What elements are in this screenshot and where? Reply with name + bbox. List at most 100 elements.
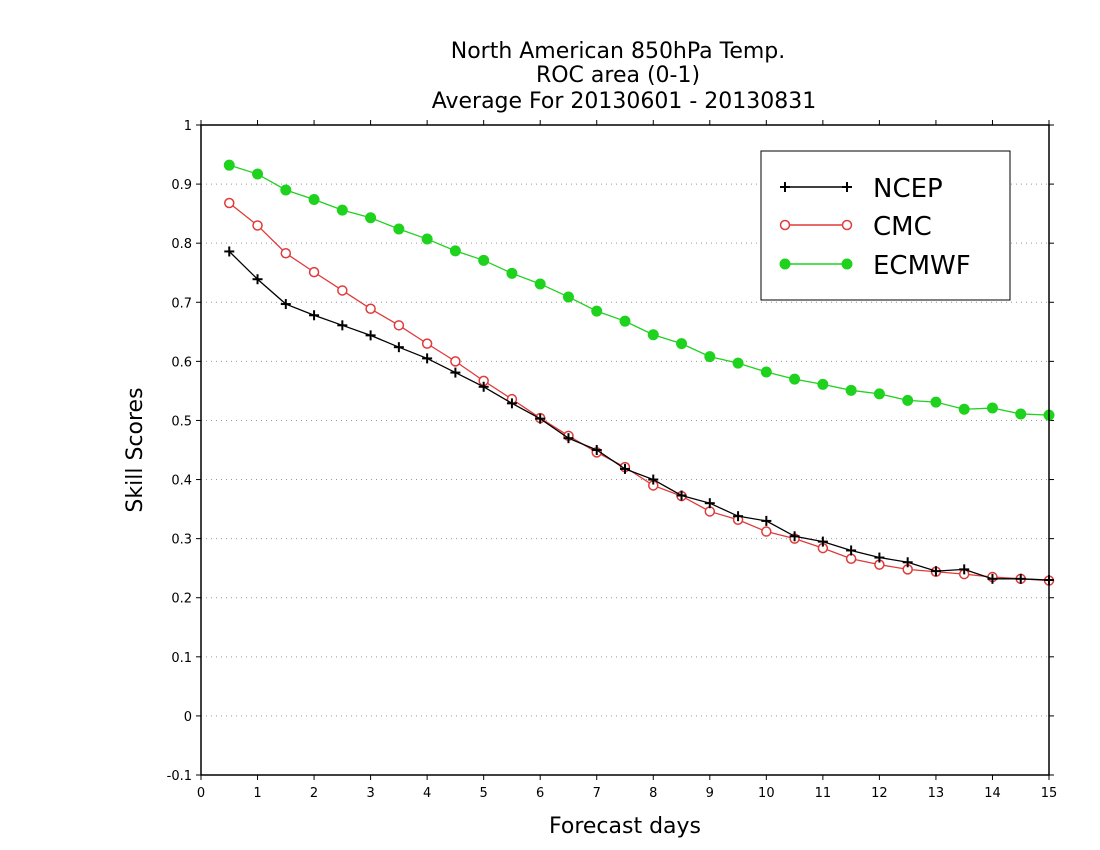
y-tick-label: 0.5 [171,414,192,429]
point-ncep [620,463,630,474]
point-ecmwf [534,278,546,290]
point-ncep [591,445,602,455]
point-cmc [308,266,320,278]
point-cmc [845,553,857,564]
series-ecmwf [223,159,1055,421]
point-ncep [393,342,404,353]
point-cmc [280,247,292,259]
legend-item-ncep: NCEP [780,174,943,204]
point-ecmwf [252,168,264,180]
point-ncep [280,299,291,310]
point-ncep [817,536,828,547]
point-ncep [252,274,263,285]
point-ecmwf [336,204,348,216]
legend-marker-ecmwf [779,258,791,270]
point-ncep [987,573,998,584]
point-cmc [761,526,772,537]
point-ecmwf [506,267,518,279]
series-layer [223,159,1055,586]
point-cmc [450,356,461,367]
point-ncep [902,557,913,568]
point-cmc [393,320,405,331]
x-axis-label: Forecast days [549,814,701,839]
point-ecmwf [365,212,377,224]
point-ncep [846,545,857,556]
point-ecmwf [478,254,490,266]
point-ncep [506,398,517,409]
point-ncep [535,413,546,424]
point-ncep [1015,573,1026,584]
y-tick-label: 0.6 [171,355,192,370]
x-tick-label: 9 [706,786,714,801]
point-ncep [422,353,433,364]
point-cmc [704,506,716,517]
point-ncep [789,531,800,542]
point-ecmwf [449,245,461,257]
plot-frame [200,124,1050,776]
point-ncep [450,367,461,378]
point-ecmwf [676,338,688,350]
point-cmc [224,197,235,209]
series-line-ncep [228,250,1050,581]
x-tick-label: 8 [649,786,657,801]
point-ecmwf [562,291,574,303]
legend-item-ecmwf: ECMWF [779,251,971,281]
x-tick-label: 14 [984,786,1001,801]
y-tick-label: 0.8 [171,237,192,252]
series-ncep [224,246,1054,585]
point-ecmwf [958,403,970,415]
point-ecmwf [986,402,998,414]
point-ncep [676,490,687,501]
point-ncep [478,381,489,392]
point-ecmwf [902,394,914,406]
legend-marker-ncep [842,182,852,192]
y-axis-ticks: -0.1 0 0.1 0.2 0.3 0.4 0.5 0.6 0.7 0.8 0.9 1 [167,119,1054,784]
point-ncep [365,330,376,341]
x-tick-label: 10 [758,786,775,801]
point-ecmwf [704,351,716,363]
point-ecmwf [223,159,235,171]
x-tick-label: 12 [871,786,888,801]
x-tick-label: 15 [1041,786,1058,801]
x-tick-label: 1 [253,786,261,801]
y-axis-label: Skill Scores [123,387,148,512]
x-tick-label: 7 [593,786,601,801]
point-ecmwf [591,305,603,317]
x-tick-label: 2 [310,786,318,801]
chart-title-line-3: Average For 20130601 - 20130831 [432,89,817,114]
point-ncep [930,566,941,577]
y-tick-label: 1 [184,119,192,134]
chart-title-line-1: North American 850hPa Temp. [451,39,786,64]
point-ecmwf [619,315,631,327]
legend-label-ecmwf: ECMWF [873,251,971,281]
point-ecmwf [647,329,659,341]
legend-items: NCEP CMC ECMWF [779,174,971,281]
point-ncep [959,564,970,575]
point-ecmwf [845,384,857,396]
point-ecmwf [421,233,433,245]
point-ecmwf [873,388,885,400]
point-ncep [309,310,320,321]
point-cmc [337,285,348,296]
x-tick-label: 0 [197,786,205,801]
y-tick-label: 0.4 [171,474,192,489]
point-ncep [224,246,235,257]
point-ecmwf [308,193,320,205]
point-ecmwf [789,373,801,385]
point-ncep [648,474,659,485]
point-ecmwf [280,184,292,196]
y-tick-label: 0.1 [171,651,192,666]
legend-label-ncep: NCEP [873,174,943,204]
x-tick-label: 4 [423,786,431,801]
point-ecmwf [1015,408,1027,420]
legend-label-cmc: CMC [873,212,932,242]
point-ncep [704,498,715,509]
y-tick-label: -0.1 [167,769,192,784]
point-ecmwf [393,223,405,235]
y-tick-label: 0.3 [171,533,192,548]
point-ecmwf [930,396,942,408]
legend-marker-ecmwf [841,258,853,270]
point-cmc [421,338,433,349]
x-tick-label: 11 [815,786,832,801]
